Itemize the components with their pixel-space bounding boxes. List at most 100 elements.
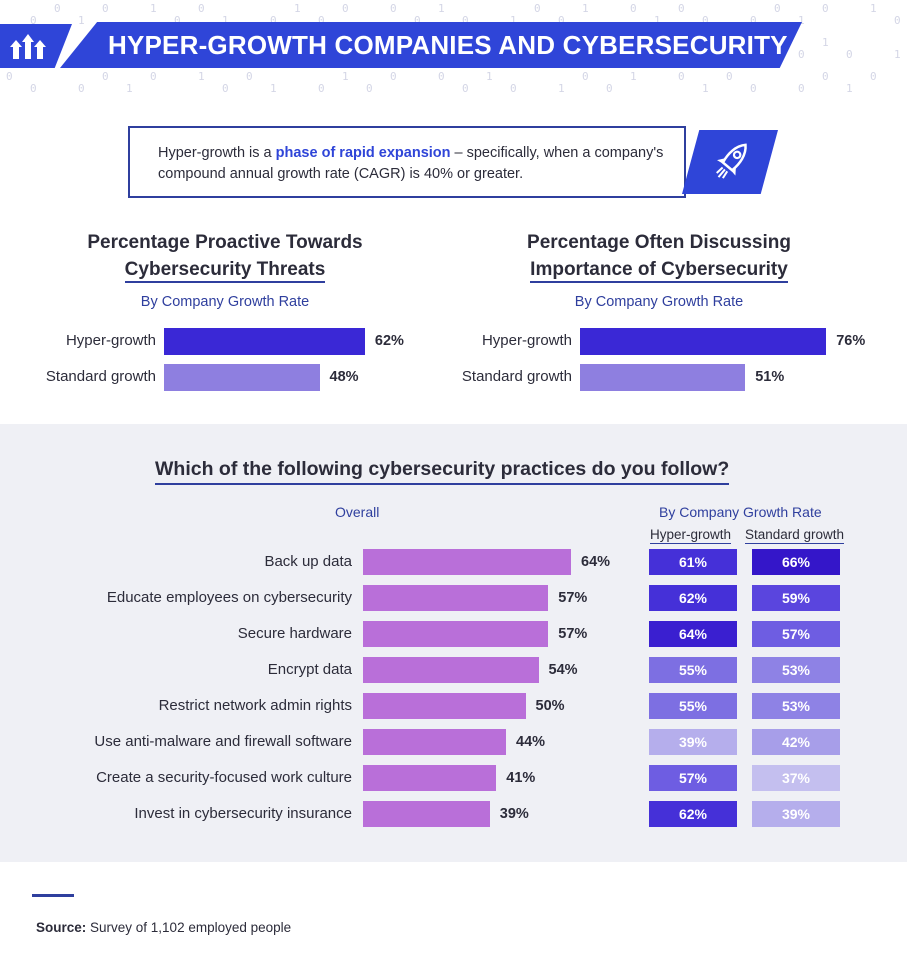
binary-digit: 0 — [798, 82, 805, 95]
binary-digit: 0 — [54, 2, 61, 15]
chart2-title-line1: Percentage Often Discussing — [527, 232, 791, 253]
practice-bar — [363, 801, 490, 827]
bar-category-label: Hyper-growth — [65, 332, 156, 349]
page-title: HYPER-GROWTH COMPANIES AND CYBERSECURITY — [108, 30, 788, 60]
practice-label: Back up data — [264, 553, 352, 570]
hyper-growth-cell: 62% — [649, 585, 737, 611]
practice-bar — [363, 585, 549, 611]
chart1-title-line2: Cybersecurity Threats — [124, 259, 326, 283]
binary-digit: 1 — [222, 14, 229, 27]
binary-digit: 0 — [102, 70, 109, 83]
binary-digit: 0 — [798, 48, 805, 61]
binary-digit: 0 — [894, 14, 901, 27]
hyper-growth-cell: 64% — [649, 621, 737, 647]
hyper-growth-cell: 62% — [649, 801, 737, 827]
bar-category-label: Hyper-growth — [481, 332, 572, 349]
practice-bar — [363, 693, 526, 719]
definition-pre: Hyper-growth is a — [158, 145, 276, 161]
chart1-title: Percentage Proactive Towards Cybersecuri… — [40, 229, 410, 283]
definition-text: Hyper-growth is a phase of rapid expansi… — [158, 143, 668, 185]
binary-digit: 1 — [558, 82, 565, 95]
practice-bar — [363, 621, 549, 647]
binary-digit: 0 — [222, 82, 229, 95]
binary-digit: 1 — [342, 70, 349, 83]
definition-box — [128, 126, 686, 198]
binary-digit: 1 — [150, 2, 157, 15]
binary-digit: 0 — [582, 70, 589, 83]
overall-heading: Overall — [335, 504, 380, 520]
binary-digit: 0 — [150, 70, 157, 83]
binary-digit: 0 — [870, 70, 877, 83]
binary-digit: 0 — [246, 70, 253, 83]
binary-digit: 0 — [558, 14, 565, 27]
practice-value-label: 39% — [499, 806, 529, 822]
binary-digit: 0 — [462, 14, 469, 27]
binary-digit: 0 — [750, 14, 757, 27]
chart2-title: Percentage Often Discussing Importance o… — [474, 229, 844, 283]
binary-digit: 0 — [414, 14, 421, 27]
binary-digit: 1 — [294, 2, 301, 15]
binary-digit: 0 — [30, 82, 37, 95]
bar-value-label: 76% — [836, 333, 866, 349]
practice-label: Encrypt data — [267, 661, 352, 678]
binary-digit: 1 — [798, 14, 805, 27]
bar — [164, 364, 320, 391]
binary-digit: 1 — [198, 70, 205, 83]
binary-digit: 1 — [78, 14, 85, 27]
practice-label: Create a security-focused work culture — [96, 769, 352, 786]
binary-digit: 1 — [582, 2, 589, 15]
bar-value-label: 62% — [374, 333, 404, 349]
practice-value-label: 64% — [581, 554, 611, 570]
binary-digit: 1 — [630, 70, 637, 83]
binary-digit: 0 — [390, 2, 397, 15]
binary-digit: 1 — [270, 82, 277, 95]
binary-digit: 0 — [6, 70, 13, 83]
rocket-icon — [716, 143, 747, 179]
chart1-title-line1: Percentage Proactive Towards — [87, 232, 363, 253]
source-text: Survey of 1,102 employed people — [86, 920, 292, 935]
binary-digit: 0 — [30, 14, 37, 27]
source-label: Source: — [36, 920, 87, 935]
binary-digit: 0 — [678, 2, 685, 15]
standard-growth-cell: 53% — [752, 657, 840, 683]
hyper-growth-cell: 61% — [649, 549, 737, 575]
definition-highlight: phase of rapid expansion — [275, 145, 451, 161]
practice-bar — [363, 549, 571, 575]
binary-digit: 1 — [486, 70, 493, 83]
practice-bar — [363, 729, 506, 755]
binary-digit: 1 — [438, 2, 445, 15]
growth-arrows-icon — [10, 34, 46, 59]
binary-digit: 1 — [846, 82, 853, 95]
practice-value-label: 54% — [548, 662, 578, 678]
binary-digit: 1 — [654, 14, 661, 27]
binary-digit: 0 — [318, 82, 325, 95]
hyper-growth-cell: 39% — [649, 729, 737, 755]
practice-label: Use anti-malware and firewall software — [94, 733, 352, 750]
hyper-growth-cell: 55% — [649, 657, 737, 683]
binary-digit: 0 — [78, 82, 85, 95]
practice-label: Educate employees on cybersecurity — [106, 589, 352, 606]
binary-digit: 1 — [822, 36, 829, 49]
bar-category-label: Standard growth — [45, 368, 156, 385]
binary-digit: 0 — [606, 82, 613, 95]
binary-digit: 1 — [870, 2, 877, 15]
definition-post: – specifically, when a company's compoun… — [158, 145, 664, 182]
binary-digit: 0 — [366, 82, 373, 95]
bar — [580, 328, 827, 355]
standard-growth-cell: 42% — [752, 729, 840, 755]
title-banner — [60, 22, 802, 68]
practice-value-label: 44% — [516, 734, 546, 750]
practice-bar — [363, 765, 497, 791]
binary-digit: 0 — [342, 2, 349, 15]
binary-digit: 0 — [198, 2, 205, 15]
standard-growth-cell: 66% — [752, 549, 840, 575]
hyper-growth-heading: Hyper-growth — [650, 527, 732, 544]
binary-digit: 0 — [438, 70, 445, 83]
hyper-growth-cell: 55% — [649, 693, 737, 719]
binary-digit: 0 — [822, 2, 829, 15]
practice-value-label: 41% — [506, 770, 536, 786]
chart2-subtitle: By Company Growth Rate — [574, 294, 744, 310]
rocket-badge — [682, 130, 778, 194]
practice-value-label: 57% — [558, 626, 588, 642]
bar-value-label: 48% — [329, 369, 359, 385]
